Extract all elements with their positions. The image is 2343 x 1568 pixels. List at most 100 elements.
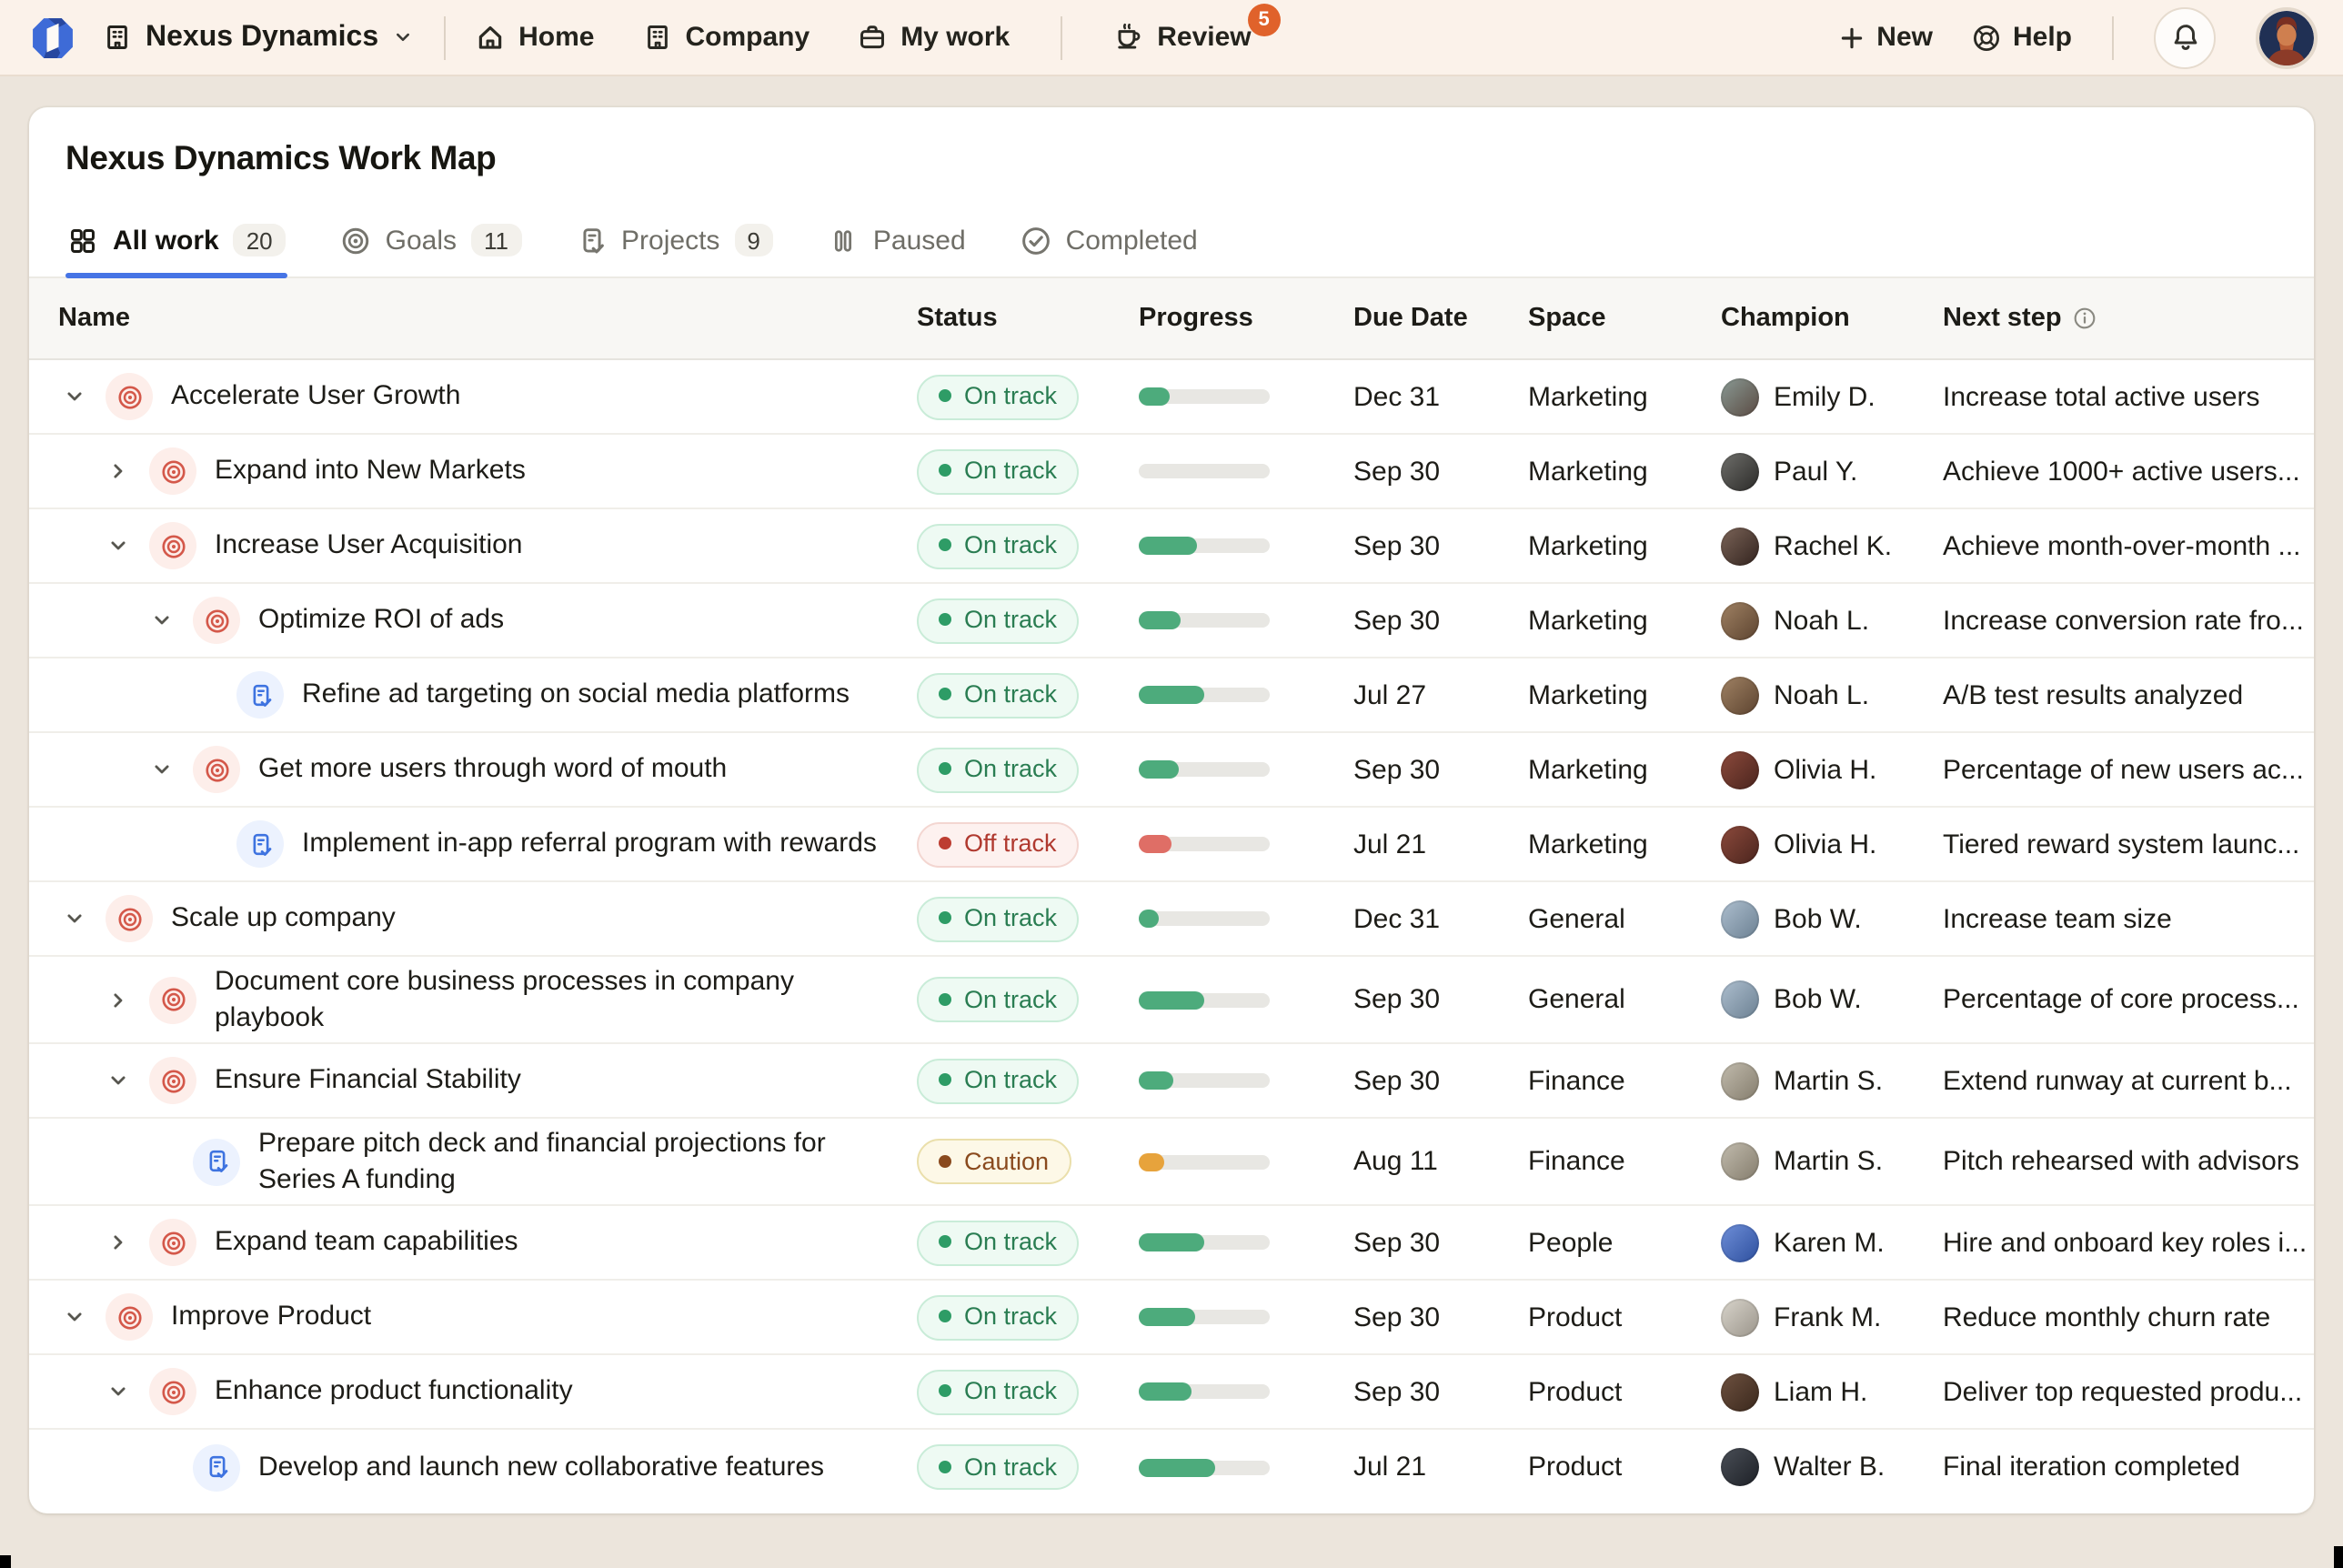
row-status-cell: Caution — [917, 1139, 1139, 1184]
row-champion: Frank M. — [1721, 1298, 1943, 1336]
row-name-cell: Optimize ROI of ads — [29, 589, 917, 651]
row-status-cell: On track — [917, 523, 1139, 568]
nav-item-my-work[interactable]: My work — [857, 22, 1010, 53]
row-due-date: Jul 21 — [1353, 1452, 1427, 1483]
table-row[interactable]: Expand team capabilities On track Sep 30… — [29, 1206, 2314, 1281]
new-button[interactable]: New — [1836, 22, 1933, 53]
row-status-cell: On track — [917, 1444, 1139, 1490]
status-badge[interactable]: On track — [917, 896, 1080, 941]
row-champion: Bob W. — [1721, 980, 1943, 1019]
status-badge[interactable]: On track — [917, 374, 1080, 419]
table-row[interactable]: Refine ad targeting on social media plat… — [29, 658, 2314, 733]
row-collapse-chevron-icon[interactable] — [55, 377, 95, 417]
row-collapse-chevron-icon[interactable] — [98, 1372, 138, 1412]
row-name-cell: Develop and launch new collaborative fea… — [29, 1436, 917, 1498]
status-badge[interactable]: On track — [917, 1220, 1080, 1265]
status-badge[interactable]: On track — [917, 977, 1080, 1022]
row-collapse-chevron-icon[interactable] — [98, 1060, 138, 1101]
nav-item-home[interactable]: Home — [475, 22, 595, 53]
tab-all-work[interactable]: All work 20 — [65, 206, 287, 278]
row-title: Improve Product — [171, 1301, 372, 1332]
nav-item-review[interactable]: Review 5 — [1113, 4, 1281, 53]
champion-name: Liam H. — [1774, 1376, 1868, 1407]
status-badge[interactable]: On track — [917, 1444, 1080, 1490]
champion-avatar — [1721, 676, 1759, 714]
divider — [2112, 15, 2114, 59]
row-status-cell: Off track — [917, 821, 1139, 867]
row-status-cell: On track — [917, 1369, 1139, 1414]
row-chevron — [186, 675, 226, 715]
column-header-progress: Progress — [1139, 304, 1253, 333]
row-expand-chevron-icon[interactable] — [98, 980, 138, 1020]
row-due-date: Aug 11 — [1353, 1146, 1438, 1177]
tab-goals[interactable]: Goals 11 — [338, 206, 523, 276]
status-badge[interactable]: Caution — [917, 1139, 1071, 1184]
nav-item-company[interactable]: Company — [642, 22, 809, 53]
row-collapse-chevron-icon[interactable] — [98, 526, 138, 566]
row-due-date: Sep 30 — [1353, 1227, 1441, 1258]
champion-avatar — [1721, 527, 1759, 565]
row-expand-chevron-icon[interactable] — [98, 1222, 138, 1262]
table-row[interactable]: Increase User Acquisition On track Sep 3… — [29, 509, 2314, 584]
row-title: Refine ad targeting on social media plat… — [302, 678, 850, 710]
screen-corner-artifact — [0, 1555, 11, 1568]
row-collapse-chevron-icon[interactable] — [55, 899, 95, 939]
table-row[interactable]: Scale up company On track Dec 31 General… — [29, 882, 2314, 957]
row-expand-chevron-icon[interactable] — [98, 451, 138, 491]
progress-bar — [1139, 1458, 1270, 1476]
status-badge[interactable]: On track — [917, 1294, 1080, 1340]
help-button[interactable]: Help — [1973, 22, 2072, 53]
status-badge[interactable]: On track — [917, 1369, 1080, 1414]
table-row[interactable]: Implement in-app referral program with r… — [29, 808, 2314, 882]
table-row[interactable]: Expand into New Markets On track Sep 30 … — [29, 435, 2314, 509]
row-status-cell: On track — [917, 896, 1139, 941]
workspace-switcher[interactable]: Nexus Dynamics — [102, 21, 415, 54]
tab-projects[interactable]: Projects 9 — [574, 206, 775, 276]
row-space: Marketing — [1528, 754, 1648, 785]
status-badge[interactable]: On track — [917, 448, 1080, 494]
row-name-cell: Scale up company — [29, 888, 917, 950]
row-name-cell: Expand into New Markets — [29, 440, 917, 502]
table-row[interactable]: Improve Product On track Sep 30 Product … — [29, 1281, 2314, 1355]
row-progress-cell — [1139, 686, 1353, 704]
row-next-step: Final iteration completed — [1943, 1452, 2240, 1483]
table-row[interactable]: Optimize ROI of ads On track Sep 30 Mark… — [29, 584, 2314, 658]
row-status-cell: On track — [917, 1294, 1139, 1340]
table-row[interactable]: Accelerate User Growth On track Dec 31 M… — [29, 360, 2314, 435]
table-row[interactable]: Get more users through word of mouth On … — [29, 733, 2314, 808]
page-title: Nexus Dynamics Work Map — [65, 138, 497, 176]
status-badge[interactable]: Off track — [917, 821, 1079, 867]
progress-bar — [1139, 686, 1270, 704]
row-status-cell: On track — [917, 747, 1139, 792]
goal-target-icon — [149, 1057, 196, 1104]
progress-bar — [1139, 1382, 1270, 1401]
row-next-step: Deliver top requested produ... — [1943, 1376, 2303, 1407]
user-avatar[interactable] — [2256, 6, 2318, 68]
status-badge[interactable]: On track — [917, 672, 1080, 718]
info-icon[interactable] — [2073, 306, 2098, 331]
column-header-space: Space — [1528, 304, 1606, 333]
row-collapse-chevron-icon[interactable] — [142, 749, 182, 789]
table-row[interactable]: Ensure Financial Stability On track Sep … — [29, 1044, 2314, 1119]
row-progress-cell — [1139, 760, 1353, 779]
row-due-date: Sep 30 — [1353, 1065, 1441, 1096]
goal-target-icon — [149, 1368, 196, 1415]
progress-fill — [1139, 910, 1159, 928]
row-progress-cell — [1139, 537, 1353, 555]
table-row[interactable]: Enhance product functionality On track S… — [29, 1355, 2314, 1430]
notifications-button[interactable] — [2154, 6, 2216, 68]
status-dot — [939, 762, 951, 775]
goal-target-icon — [149, 1219, 196, 1266]
tab-completed[interactable]: Completed — [1019, 206, 1200, 276]
status-badge[interactable]: On track — [917, 747, 1080, 792]
table-row[interactable]: Prepare pitch deck and financial project… — [29, 1119, 2314, 1206]
status-badge[interactable]: On track — [917, 1058, 1080, 1103]
status-badge[interactable]: On track — [917, 598, 1080, 643]
tab-paused[interactable]: Paused — [826, 206, 968, 276]
status-dot — [939, 1235, 951, 1248]
row-collapse-chevron-icon[interactable] — [142, 600, 182, 640]
table-row[interactable]: Document core business processes in comp… — [29, 957, 2314, 1044]
row-collapse-chevron-icon[interactable] — [55, 1297, 95, 1337]
status-badge[interactable]: On track — [917, 523, 1080, 568]
table-row[interactable]: Develop and launch new collaborative fea… — [29, 1430, 2314, 1504]
